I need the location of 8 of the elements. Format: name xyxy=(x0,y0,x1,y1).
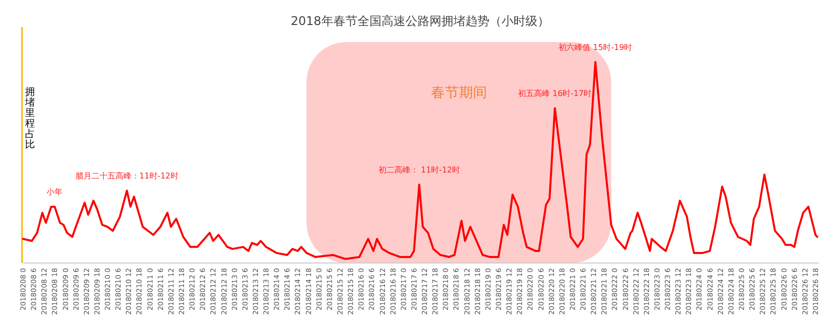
band-label: 春节期间 xyxy=(430,85,487,101)
title: 2018年春节全国高速公路网拥堵趋势（小时级） xyxy=(290,14,550,28)
annotation: 小年 xyxy=(46,188,63,197)
annotation: 腊月二十五高峰：11时-12时 xyxy=(75,172,179,181)
annotation: 初二高峰： 11时-12时 xyxy=(378,166,460,175)
annotation: 初六峰值 15时-19时 xyxy=(558,43,632,52)
annotation: 初五高峰 16时-17时 xyxy=(518,89,592,98)
ylabel: 拥堵里程占比 xyxy=(25,87,35,150)
